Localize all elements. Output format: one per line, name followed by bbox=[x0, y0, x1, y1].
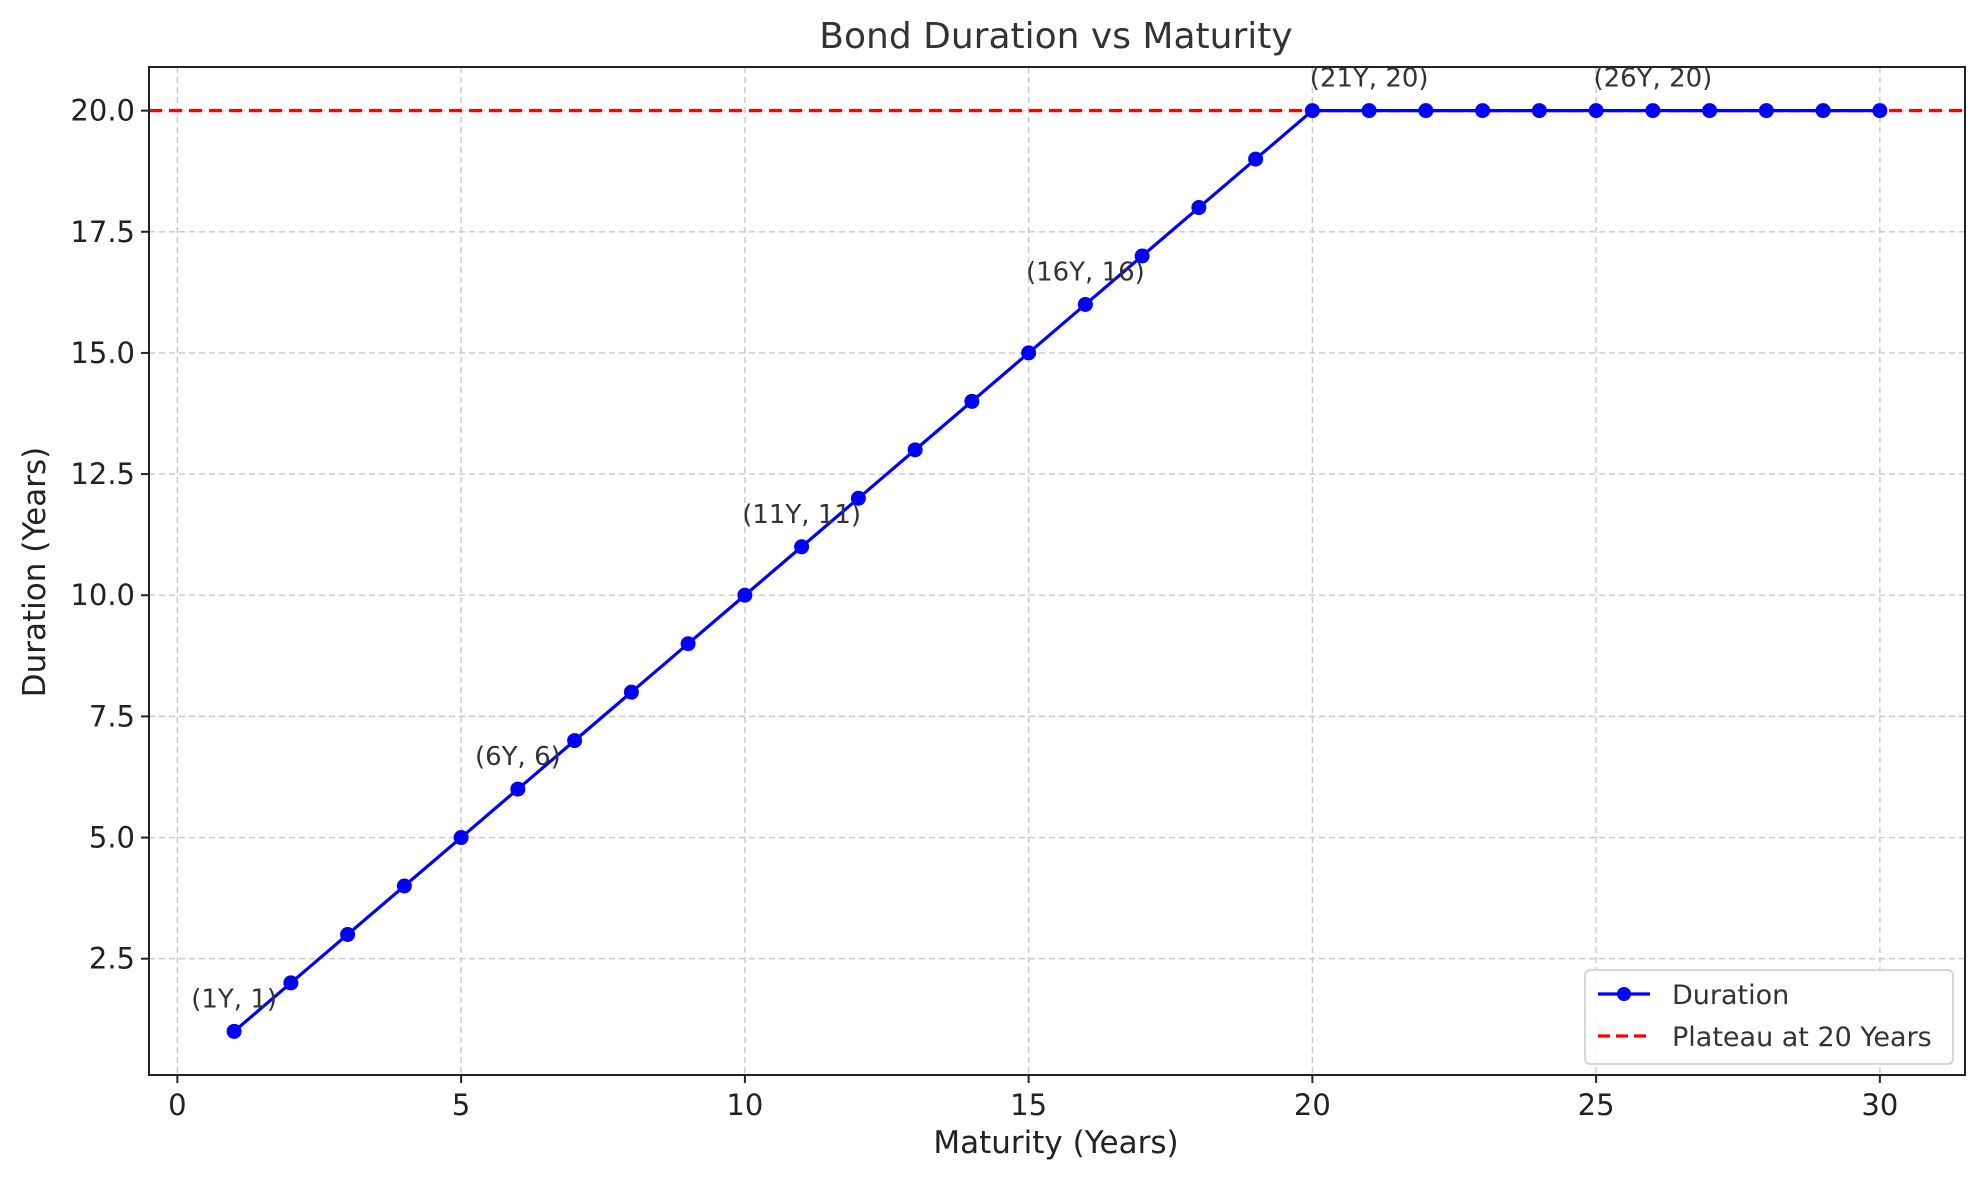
legend-duration-marker bbox=[1617, 987, 1631, 1001]
duration-data-point bbox=[964, 393, 980, 409]
y-tick-label: 7.5 bbox=[89, 699, 135, 733]
duration-data-point bbox=[226, 1023, 242, 1039]
axes-layer bbox=[148, 66, 1966, 1076]
point-annotation: (6Y, 6) bbox=[475, 742, 561, 772]
duration-data-point bbox=[1134, 248, 1150, 264]
duration-data-point bbox=[1758, 103, 1774, 119]
annotation-layer: (1Y, 1) (6Y, 6) (11Y, 11) (16Y, 16) (21Y, 20… bbox=[191, 64, 1712, 1015]
point-annotation: (1Y, 1) bbox=[191, 984, 277, 1014]
duration-data-point bbox=[850, 490, 866, 506]
duration-data-point bbox=[794, 539, 810, 555]
grid-layer bbox=[149, 67, 1965, 1075]
duration-data-point bbox=[453, 830, 469, 846]
legend-duration-label: Duration bbox=[1672, 980, 1789, 1011]
plot-frame bbox=[148, 66, 1966, 1076]
y-axis-label: Duration (Years) bbox=[17, 447, 53, 697]
x-tick-label: 10 bbox=[726, 1088, 763, 1122]
duration-series-line bbox=[233, 109, 1880, 1033]
y-tick-label: 5.0 bbox=[89, 821, 135, 855]
duration-data-point bbox=[1077, 296, 1093, 312]
point-annotation: (21Y, 20) bbox=[1310, 64, 1429, 94]
duration-data-point bbox=[1361, 103, 1377, 119]
x-tick-label: 25 bbox=[1578, 1088, 1615, 1122]
duration-data-point bbox=[283, 975, 299, 991]
duration-data-point bbox=[1248, 151, 1264, 167]
duration-data-point bbox=[396, 878, 412, 894]
x-tick-label: 30 bbox=[1861, 1088, 1898, 1122]
x-tick-label: 5 bbox=[452, 1088, 470, 1122]
x-axis-label: Maturity (Years) bbox=[933, 1125, 1178, 1161]
duration-data-point bbox=[623, 684, 639, 700]
duration-data-point bbox=[907, 442, 923, 458]
legend-plateau-label: Plateau at 20 Years bbox=[1672, 1022, 1932, 1053]
series-layer bbox=[226, 103, 1888, 1039]
duration-data-point bbox=[1645, 103, 1661, 119]
duration-data-point bbox=[1702, 103, 1718, 119]
duration-data-point bbox=[1872, 103, 1888, 119]
legend: Duration Plateau at 20 Years bbox=[1584, 969, 1954, 1065]
legend-box bbox=[1584, 969, 1954, 1065]
chart-title: Bond Duration vs Maturity bbox=[819, 16, 1292, 57]
y-tick-label: 10.0 bbox=[70, 578, 135, 612]
duration-data-point bbox=[1191, 200, 1207, 216]
y-tick-label: 20.0 bbox=[70, 94, 135, 128]
duration-data-point bbox=[1021, 345, 1037, 361]
y-tick-label: 15.0 bbox=[70, 336, 135, 370]
duration-data-point bbox=[1475, 103, 1491, 119]
x-tick-label: 0 bbox=[168, 1088, 186, 1122]
ticks-layer: 0 5 10 15 20 25 30 2.5 5.0 7.5 10.0 12.5 15.0 17.5 20.… bbox=[70, 94, 1898, 1122]
duration-data-point bbox=[1304, 103, 1320, 119]
duration-data-point bbox=[1418, 103, 1434, 119]
y-tick-label: 12.5 bbox=[70, 457, 135, 491]
duration-data-point bbox=[567, 733, 583, 749]
duration-data-point bbox=[737, 587, 753, 603]
duration-data-point bbox=[680, 636, 696, 652]
point-annotation: (11Y, 11) bbox=[742, 500, 861, 530]
x-tick-label: 20 bbox=[1294, 1088, 1331, 1122]
x-tick-label: 15 bbox=[1010, 1088, 1047, 1122]
y-tick-label: 17.5 bbox=[70, 215, 135, 249]
duration-data-point bbox=[1588, 103, 1604, 119]
duration-data-point bbox=[1815, 103, 1831, 119]
duration-data-point bbox=[340, 926, 356, 942]
duration-data-point bbox=[510, 781, 526, 797]
y-tick-label: 2.5 bbox=[89, 942, 135, 976]
point-annotation: (16Y, 16) bbox=[1026, 257, 1145, 287]
duration-data-point bbox=[1531, 103, 1547, 119]
point-annotation: (26Y, 20) bbox=[1593, 64, 1712, 94]
